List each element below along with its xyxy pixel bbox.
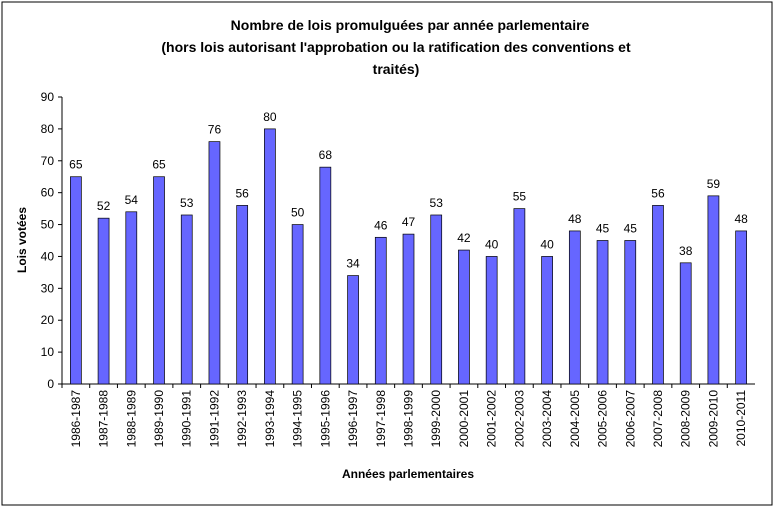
y-tick-label: 90 xyxy=(41,90,55,104)
value-label: 56 xyxy=(651,186,665,200)
bar xyxy=(291,224,304,385)
y-tick-label: 60 xyxy=(41,186,55,200)
value-label: 47 xyxy=(402,215,416,229)
bar xyxy=(70,176,82,385)
value-label: 53 xyxy=(180,196,194,210)
x-tick-label: 1989-1990 xyxy=(152,390,166,448)
value-label: 40 xyxy=(485,237,499,251)
value-label: 80 xyxy=(263,110,277,124)
value-label: 45 xyxy=(596,222,610,236)
x-tick-label: 2009-2010 xyxy=(706,390,720,448)
bar xyxy=(541,256,553,385)
x-axis-title: Années parlementaires xyxy=(342,467,474,481)
value-label: 45 xyxy=(624,222,638,236)
y-tick-label: 50 xyxy=(41,218,55,232)
x-tick-label: 1998-1999 xyxy=(402,390,416,448)
value-label: 38 xyxy=(679,244,693,258)
x-tick-label: 2008-2009 xyxy=(679,390,693,448)
chart-title: traités) xyxy=(373,61,420,77)
x-tick-label: 1987-1988 xyxy=(97,390,111,448)
x-tick-label: 2006-2007 xyxy=(623,390,637,448)
bar xyxy=(402,233,415,385)
bar xyxy=(374,236,387,385)
y-tick-label: 40 xyxy=(41,249,55,263)
x-tick-label: 1990-1991 xyxy=(180,390,194,448)
value-label: 50 xyxy=(291,206,305,220)
y-axis-title: Lois votées xyxy=(15,207,29,273)
x-tick-label: 1999-2000 xyxy=(429,390,443,448)
chart-title: (hors lois autorisant l'approbation ou l… xyxy=(161,39,631,55)
y-tick-label: 0 xyxy=(47,377,54,391)
chart-title: Nombre de lois promulguées par année par… xyxy=(231,17,590,33)
bar xyxy=(347,275,359,385)
x-tick-label: 2001-2002 xyxy=(485,390,499,448)
x-tick-label: 2007-2008 xyxy=(651,390,665,448)
value-label: 65 xyxy=(152,158,166,172)
x-tick-label: 2003-2004 xyxy=(540,390,554,448)
value-label: 59 xyxy=(707,177,721,191)
value-label: 55 xyxy=(513,190,527,204)
x-tick-label: 2002-2003 xyxy=(512,390,526,448)
bar xyxy=(208,141,221,385)
bar xyxy=(125,211,138,385)
value-label: 46 xyxy=(374,218,388,232)
x-tick-label: 1991-1992 xyxy=(207,390,221,448)
value-label: 40 xyxy=(540,237,554,251)
bar xyxy=(430,214,443,385)
x-tick-label: 1994-1995 xyxy=(291,390,305,448)
bar xyxy=(236,205,249,385)
y-tick-label: 20 xyxy=(41,313,55,327)
y-tick-label: 70 xyxy=(41,154,55,168)
x-tick-label: 2005-2006 xyxy=(596,390,610,448)
value-label: 54 xyxy=(125,193,139,207)
x-tick-label: 1986-1987 xyxy=(69,390,83,448)
x-tick-label: 1996-1997 xyxy=(346,390,360,448)
value-label: 76 xyxy=(208,123,222,137)
value-label: 48 xyxy=(734,212,748,226)
value-label: 65 xyxy=(69,158,83,172)
value-label: 48 xyxy=(568,212,582,226)
bar xyxy=(97,217,110,385)
x-tick-label: 1995-1996 xyxy=(318,390,332,448)
bar xyxy=(735,230,747,385)
value-label: 34 xyxy=(346,257,360,271)
x-tick-label: 2000-2001 xyxy=(457,390,471,448)
x-tick-label: 1993-1994 xyxy=(263,390,277,448)
bar xyxy=(319,166,332,385)
y-tick-label: 30 xyxy=(41,281,55,295)
x-tick-label: 1997-1998 xyxy=(374,390,388,448)
x-tick-label: 2010-2011 xyxy=(734,390,748,447)
value-label: 52 xyxy=(97,199,111,213)
bar xyxy=(485,256,498,385)
bar xyxy=(153,176,165,385)
bar xyxy=(458,249,470,385)
bar xyxy=(707,195,720,385)
bar xyxy=(568,230,581,385)
bar xyxy=(180,214,193,385)
x-tick-label: 1992-1993 xyxy=(235,390,249,448)
bar xyxy=(513,208,526,385)
bar xyxy=(596,240,609,385)
value-label: 68 xyxy=(319,148,333,162)
value-label: 56 xyxy=(236,186,250,200)
bar xyxy=(652,205,664,385)
value-label: 42 xyxy=(457,231,471,245)
bar xyxy=(264,128,276,385)
x-tick-label: 1988-1989 xyxy=(124,390,138,448)
y-tick-label: 80 xyxy=(41,122,55,136)
value-label: 53 xyxy=(430,196,444,210)
x-tick-label: 2004-2005 xyxy=(568,390,582,448)
y-tick-label: 10 xyxy=(41,345,55,359)
bar xyxy=(624,240,637,385)
bar xyxy=(679,262,692,385)
